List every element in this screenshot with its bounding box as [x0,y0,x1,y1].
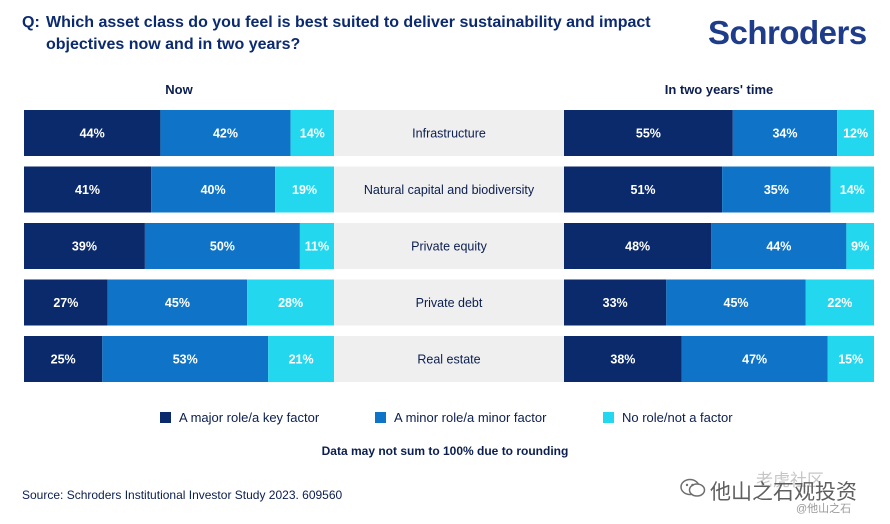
watermark: 老虎社区 他山之石观投资 @他山之石 [680,468,885,520]
bar-value-label: 34% [772,127,797,141]
bar-segment [564,279,667,326]
legend-item-none: No role/not a factor [603,410,733,425]
bar-value-label: 50% [210,240,235,254]
bar-value-label: 39% [72,240,97,254]
legend-swatch-none [603,412,614,423]
schroders-logo: Schroders [708,14,867,51]
category-label-bg [334,336,564,382]
category-label: Private equity [411,240,487,254]
bar-segment [24,279,108,326]
bar-segment [151,166,276,213]
bar-segment [846,223,874,269]
category-label: Infrastructure [412,127,486,141]
category-label: Real estate [417,353,480,367]
bar-segment [564,223,712,269]
stacked-bar-chart: Infrastructure Natural capital and biodiv… [24,110,874,382]
chart-legend: A major role/a key factor A minor role/a… [0,410,890,426]
bar-segment [107,279,248,326]
bar-segment [732,110,838,156]
bar-value-label: 25% [51,353,76,367]
bar-value-label: 35% [764,183,789,197]
bar-segment [827,336,874,382]
bar-segment [681,336,828,382]
bar-value-label: 41% [75,183,100,197]
bar-value-label: 44% [80,127,105,141]
bar-segment [564,166,723,213]
bar-segment [24,223,145,269]
category-label: Private debt [416,296,483,310]
bar-value-label: 28% [278,296,303,310]
bar-segment [275,166,334,213]
watermark-line1: 老虎社区 [756,471,824,490]
bar-value-label: 22% [827,296,852,310]
legend-item-major: A major role/a key factor [160,410,319,425]
bar-value-label: 55% [636,127,661,141]
bar-value-label: 42% [213,127,238,141]
bar-segment [711,223,847,269]
bar-value-label: 19% [292,183,317,197]
bar-value-label: 12% [843,127,868,141]
bar-value-label: 51% [631,183,656,197]
bar-segment [24,336,103,382]
bar-segment [24,110,161,156]
bar-value-label: 53% [173,353,198,367]
bar-segment [24,166,152,213]
watermark-main: 他山之石观投资 [710,481,857,504]
question-text: Which asset class do you feel is best su… [46,14,651,53]
bar-value-label: 9% [851,240,869,254]
category-label-bg [334,166,564,213]
bar-value-label: 33% [603,296,628,310]
bar-value-label: 45% [165,296,190,310]
panel-title-now: Now [165,82,193,97]
bar-value-label: 11% [305,240,329,254]
category-label-bg [334,223,564,269]
question-heading: Q: Which asset class do you feel is best… [22,12,662,56]
bar-segment [722,166,831,213]
wechat-icon [680,478,706,497]
bar-segment [299,223,334,269]
bar-value-label: 44% [766,240,791,254]
bar-segment [564,110,733,156]
bar-value-label: 38% [610,353,635,367]
bar-segment [247,279,334,326]
bar-value-label: 27% [53,296,78,310]
bar-value-label: 15% [838,353,863,367]
bar-segment [805,279,874,326]
bar-value-label: 40% [201,183,226,197]
bar-segment [268,336,334,382]
bar-value-label: 48% [625,240,650,254]
panel-title-future: In two years' time [664,82,774,97]
question-prefix: Q: [22,14,40,31]
legend-label-major: A major role/a key factor [179,410,320,425]
bar-segment [830,166,874,213]
category-label-bg [334,279,564,326]
bar-value-label: 14% [840,183,865,197]
bar-segment [160,110,291,156]
legend-swatch-minor [375,412,386,423]
source-text: Source: Schroders Institutional Investor… [22,488,343,502]
bar-segment [144,223,300,269]
bar-segment [564,336,682,382]
bar-value-label: 14% [300,127,325,141]
bar-value-label: 21% [289,353,314,367]
legend-swatch-major [160,412,171,423]
bar-value-label: 47% [742,353,767,367]
category-label: Natural capital and biodiversity [364,183,535,197]
bar-segment [290,110,334,156]
watermark-sub: @他山之石 [796,503,852,515]
bar-segment [837,110,874,156]
legend-item-minor: A minor role/a minor factor [375,410,546,425]
category-label-bg [334,110,564,156]
legend-label-none: No role/not a factor [622,410,733,425]
bar-segment [102,336,269,382]
legend-label-minor: A minor role/a minor factor [394,410,547,425]
bar-value-label: 45% [724,296,749,310]
bar-segment [666,279,806,326]
rounding-note: Data may not sum to 100% due to rounding [321,444,569,458]
